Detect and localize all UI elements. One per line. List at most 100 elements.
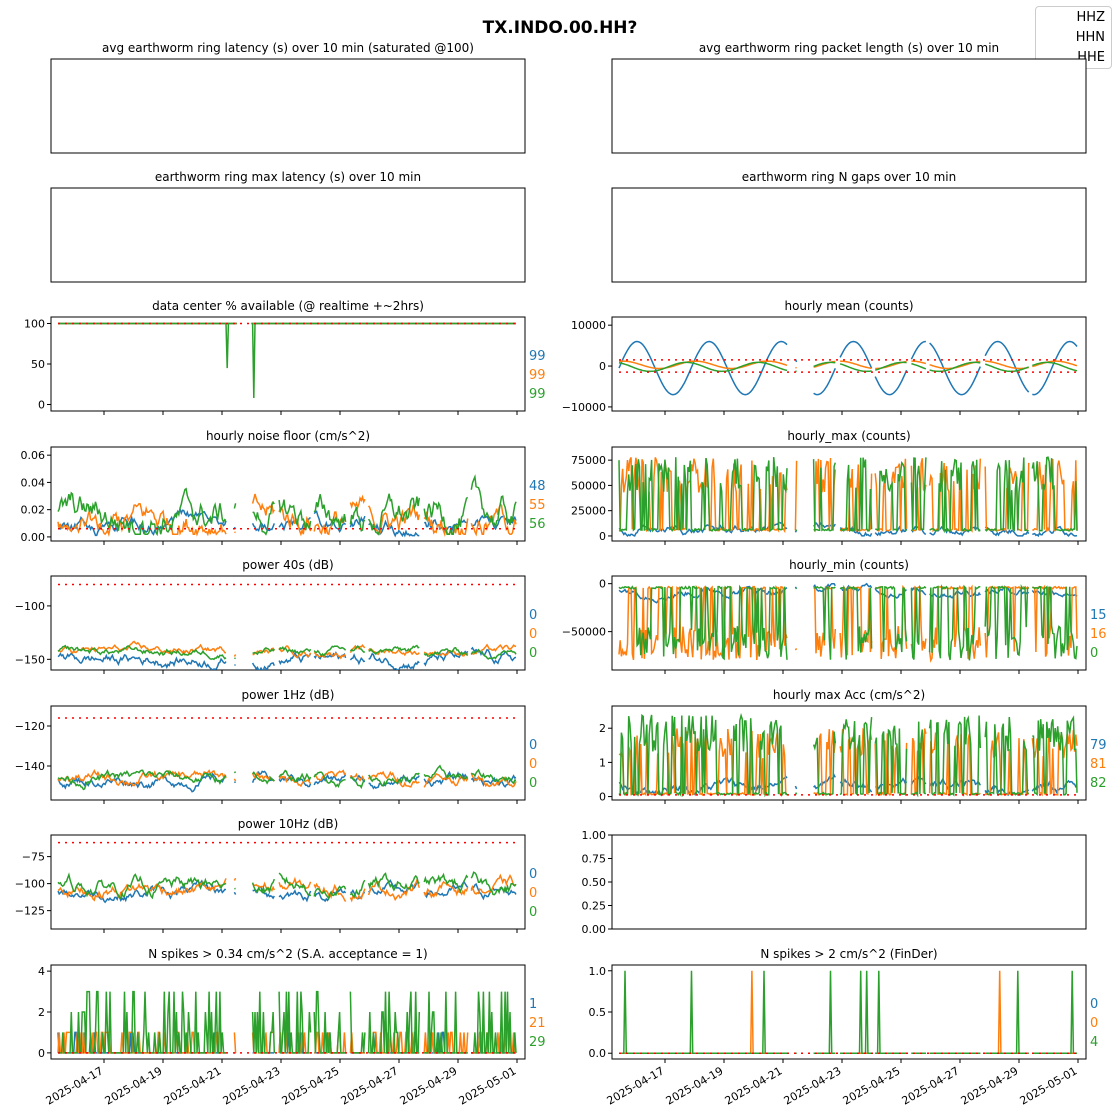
y-tick-label: 0.5: [589, 1006, 607, 1019]
side-value-hhz: 0: [529, 738, 537, 753]
panel-power_1hz: power 1Hz (dB) −120 −140 0 0 0: [15, 688, 537, 804]
figure-title-wrap: TX.INDO.00.HH?: [0, 18, 1120, 38]
y-tick-label: −140: [15, 760, 45, 773]
y-tick-label: 0.00: [582, 923, 607, 936]
plot-area: [618, 582, 1078, 663]
side-value-hhe: 0: [529, 905, 537, 920]
panel-noise_floor: hourly noise floor (cm/s^2) 0.06 0.04 0.02 0…: [21, 429, 546, 545]
panel-title: hourly max Acc (cm/s^2): [773, 688, 925, 702]
x-tick-label: 2025-04-21: [162, 1064, 224, 1107]
y-tick-label: −100: [15, 600, 45, 613]
y-tick-label: 1.00: [582, 829, 607, 842]
y-tick-label: 2: [599, 722, 606, 735]
panel-title: earthworm ring max latency (s) over 10 m…: [155, 170, 421, 184]
plot-area: [57, 990, 517, 1054]
series-line-hhe: [57, 474, 517, 537]
panel-title: N spikes > 2 cm/s^2 (FinDer): [760, 947, 937, 961]
series-line-hhe: [57, 764, 517, 791]
y-tick-label: 25000: [571, 505, 606, 518]
y-tick-label: 2: [38, 1006, 45, 1019]
side-value-hhn: 0: [1090, 1016, 1098, 1031]
y-tick-label: −100: [15, 878, 45, 891]
y-tick-label: 50000: [571, 479, 606, 492]
x-tick-label: 2025-04-29: [398, 1064, 460, 1107]
panel-title: avg earthworm ring latency (s) over 10 m…: [102, 41, 474, 55]
y-tick-label: −125: [15, 905, 45, 918]
panel-power_40s: power 40s (dB) −100 −150 0 0 0: [15, 558, 537, 674]
side-value-hhz: 48: [529, 479, 546, 494]
y-tick-label: 0.06: [21, 449, 46, 462]
series-line-hhn: [57, 493, 517, 538]
plot-area: [58, 322, 516, 399]
y-tick-label: 0: [38, 1047, 45, 1060]
y-tick-label: 1.0: [589, 965, 607, 978]
panel-frame: [50, 316, 526, 412]
panel-frame: [50, 58, 526, 154]
figure-title: TX.INDO.00.HH?: [482, 18, 638, 38]
side-value-hhz: 1: [529, 997, 537, 1012]
y-tick-label: −50000: [562, 626, 606, 639]
side-value-hhe: 0: [529, 776, 537, 791]
y-tick-label: 0.04: [21, 476, 46, 489]
panel-title: power 10Hz (dB): [238, 817, 339, 831]
x-tick-label: 2025-04-25: [841, 1064, 903, 1107]
side-value-hhe: 0: [1090, 646, 1098, 661]
x-tick-label: 2025-04-25: [280, 1064, 342, 1107]
y-tick-label: 4: [38, 965, 45, 978]
panel-hourly_max: hourly_max (counts) 75000 50000 25000 0: [571, 429, 1087, 545]
y-tick-label: 10000: [571, 319, 606, 332]
plot-area: [57, 717, 517, 793]
plot-area: [57, 583, 517, 670]
panel-avg_packet_length: avg earthworm ring packet length (s) ove…: [611, 41, 1087, 154]
panel-frame: [611, 834, 1087, 930]
y-tick-label: 50: [31, 358, 45, 371]
plot-area: [618, 340, 1078, 396]
side-value-hhe: 56: [529, 517, 546, 532]
y-tick-label: 0.02: [21, 504, 46, 517]
side-value-hhn: 21: [529, 1016, 546, 1031]
x-tick-label: 2025-04-19: [103, 1064, 165, 1107]
y-tick-label: 0.75: [582, 853, 607, 866]
y-tick-label: 0.50: [582, 876, 607, 889]
y-tick-label: 75000: [571, 454, 606, 467]
side-value-hhe: 0: [529, 646, 537, 661]
panel-power_10hz: power 10Hz (dB) −75 −100 −125 0 0 0: [15, 817, 537, 933]
panel-title: hourly_min (counts): [789, 558, 909, 572]
x-tick-label: 2025-04-19: [664, 1064, 726, 1107]
side-value-hhn: 0: [529, 627, 537, 642]
panel-frame: [611, 58, 1087, 154]
y-tick-label: 0.0: [589, 1047, 607, 1060]
series-line-hhe: [57, 644, 517, 661]
panel-hourly_min: hourly_min (counts) 0 −50000 15 16 0: [562, 558, 1107, 674]
panel-title: hourly mean (counts): [784, 299, 913, 313]
plot-area: [619, 970, 1077, 1054]
side-value-hhn: 81: [1090, 757, 1107, 772]
panel-max_acc: hourly max Acc (cm/s^2) 2 1 0 79 81 82: [599, 688, 1107, 804]
plot-area: [57, 474, 517, 538]
y-tick-label: −120: [15, 720, 45, 733]
y-tick-label: −75: [22, 851, 45, 864]
panel-title: data center % available (@ realtime +~2h…: [152, 299, 424, 313]
series-line-hhe: [618, 712, 1078, 798]
panel-empty_axes: 1.00 0.75 0.50 0.25 0.00: [582, 829, 1087, 936]
panel-spikes_finder: N spikes > 2 cm/s^2 (FinDer) 1.0 0.5 0.0 0 0 4: [589, 947, 1098, 1063]
panel-max_latency: earthworm ring max latency (s) over 10 m…: [50, 170, 526, 283]
panel-frame: [611, 964, 1087, 1060]
side-value-hhz: 99: [529, 349, 546, 364]
side-value-hhz: 0: [529, 867, 537, 882]
plot-area: [618, 456, 1078, 538]
series-line-hhe: [618, 361, 1078, 373]
side-value-hhz: 15: [1090, 608, 1107, 623]
series-line-hhe: [57, 871, 517, 901]
series-line-hhe: [618, 583, 1078, 661]
panel-frame: [50, 187, 526, 283]
y-tick-label: 0.00: [21, 531, 46, 544]
legend-hhn: HHN: [1075, 30, 1105, 45]
side-value-hhz: 0: [1090, 997, 1098, 1012]
panel-frame: [50, 705, 526, 801]
plot-area: [618, 712, 1078, 798]
panel-avg_latency: avg earthworm ring latency (s) over 10 m…: [50, 41, 526, 154]
panel-title: hourly_max (counts): [787, 429, 910, 443]
side-value-hhe: 4: [1090, 1035, 1098, 1050]
